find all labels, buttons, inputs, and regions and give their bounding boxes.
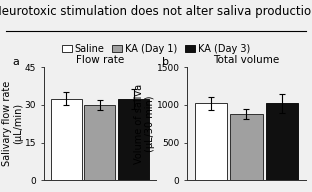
Bar xyxy=(195,103,227,180)
Y-axis label: Volume of saliva
(μL/30 min): Volume of saliva (μL/30 min) xyxy=(134,84,155,164)
Bar xyxy=(266,103,298,180)
Text: b: b xyxy=(162,57,169,67)
Text: a: a xyxy=(12,57,19,67)
Bar xyxy=(118,99,149,180)
Legend: Saline, KA (Day 1), KA (Day 3): Saline, KA (Day 1), KA (Day 3) xyxy=(58,40,254,58)
Text: Neurotoxic stimulation does not alter saliva production: Neurotoxic stimulation does not alter sa… xyxy=(0,5,312,18)
Title: Total volume: Total volume xyxy=(213,55,280,65)
Y-axis label: Salivary flow rate
(μL/min): Salivary flow rate (μL/min) xyxy=(2,81,23,166)
Bar xyxy=(51,99,82,180)
Title: Flow rate: Flow rate xyxy=(76,55,124,65)
Bar xyxy=(230,114,263,180)
Bar xyxy=(84,105,115,180)
